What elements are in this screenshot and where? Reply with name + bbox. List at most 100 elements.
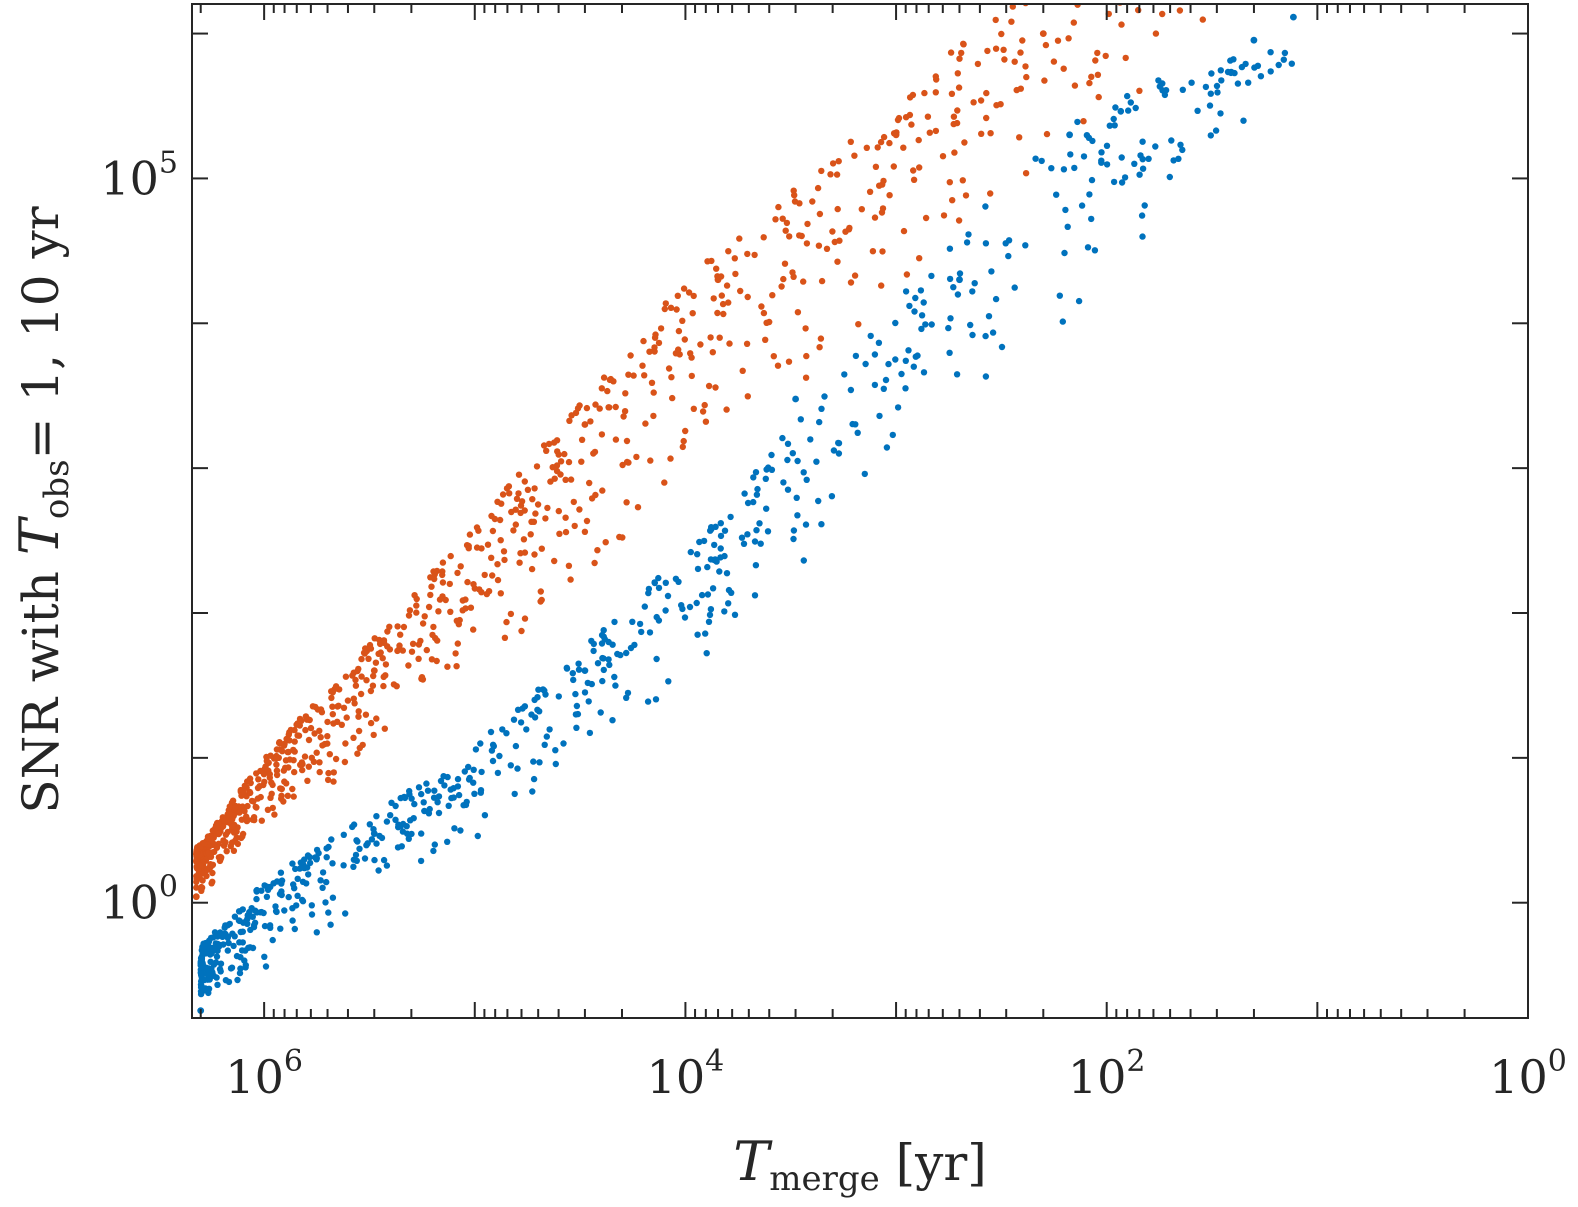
data-point <box>721 608 728 615</box>
data-point <box>415 784 423 791</box>
data-point <box>231 933 238 940</box>
data-point <box>645 585 653 593</box>
data-point <box>208 880 215 887</box>
data-point <box>802 325 809 332</box>
tick-exponent: 5 <box>159 145 178 180</box>
data-point <box>779 434 786 442</box>
data-point <box>372 659 380 666</box>
data-point <box>209 869 216 877</box>
data-point <box>1137 152 1144 159</box>
data-point <box>669 394 676 402</box>
data-point <box>328 694 335 702</box>
data-point <box>1118 21 1125 28</box>
x-axis-label: Tmerge [yr] <box>733 1130 987 1199</box>
data-point <box>342 673 350 680</box>
data-point <box>305 763 312 770</box>
data-point <box>408 648 416 655</box>
data-point <box>946 179 953 186</box>
data-point <box>352 851 360 859</box>
data-point <box>405 835 412 842</box>
data-point <box>223 848 230 855</box>
data-point <box>454 775 462 783</box>
data-point <box>1071 164 1078 172</box>
data-point <box>224 947 231 954</box>
data-point <box>779 215 786 222</box>
data-point <box>693 599 700 607</box>
data-point <box>330 778 337 785</box>
data-point <box>470 581 477 588</box>
data-point <box>861 470 868 478</box>
data-point <box>264 806 272 813</box>
data-point <box>207 951 214 958</box>
data-point <box>1053 191 1060 198</box>
data-point <box>620 413 627 420</box>
data-point <box>816 210 824 218</box>
data-point <box>630 372 637 379</box>
data-point <box>555 451 562 458</box>
data-point <box>1080 118 1087 125</box>
data-point <box>277 869 285 876</box>
data-point <box>760 309 768 317</box>
data-point <box>1061 249 1068 257</box>
data-point <box>521 703 529 710</box>
data-point <box>282 757 290 764</box>
data-point <box>361 855 369 862</box>
data-point <box>598 640 606 647</box>
data-point <box>212 822 220 829</box>
data-point <box>852 352 860 360</box>
data-point <box>623 499 630 506</box>
data-point <box>970 99 977 106</box>
data-point <box>291 738 298 745</box>
data-point <box>914 352 921 359</box>
data-point <box>623 458 631 466</box>
data-point <box>681 336 688 343</box>
data-point <box>342 910 349 917</box>
data-point <box>216 965 224 973</box>
data-point <box>889 431 896 439</box>
data-point <box>743 340 751 347</box>
data-point <box>229 816 236 823</box>
data-point <box>987 130 994 137</box>
data-point <box>790 187 797 194</box>
data-point <box>922 214 930 222</box>
series-0 <box>197 13 1297 1014</box>
data-point <box>570 498 577 506</box>
data-point <box>552 747 559 754</box>
data-point <box>268 790 275 797</box>
data-point <box>570 676 577 684</box>
data-point <box>466 531 474 538</box>
data-point <box>409 640 417 647</box>
data-point <box>910 176 918 183</box>
data-point <box>557 458 565 465</box>
data-point <box>674 292 681 299</box>
data-point <box>1091 247 1099 254</box>
data-point <box>301 753 309 760</box>
data-point <box>304 864 311 871</box>
data-point <box>1156 83 1164 90</box>
data-point <box>446 580 453 588</box>
data-point <box>1066 131 1073 139</box>
data-point <box>439 571 446 579</box>
data-point <box>521 507 528 514</box>
data-point <box>457 563 464 570</box>
data-point <box>355 713 362 720</box>
data-point <box>1103 161 1111 168</box>
data-point <box>481 812 489 819</box>
data-point <box>370 667 378 674</box>
data-point <box>413 602 420 609</box>
data-point <box>1188 79 1195 86</box>
data-point <box>1131 160 1138 167</box>
data-point <box>376 832 383 840</box>
data-point <box>878 282 885 289</box>
data-point <box>277 925 284 932</box>
data-point <box>992 16 999 24</box>
data-point <box>530 775 538 783</box>
data-point <box>585 698 592 705</box>
data-point <box>1070 19 1078 26</box>
y-label-symbol: T <box>8 515 71 555</box>
data-point <box>556 530 563 537</box>
data-point <box>411 592 418 599</box>
data-point <box>802 374 810 381</box>
data-point <box>803 352 810 360</box>
data-point <box>997 101 1004 108</box>
